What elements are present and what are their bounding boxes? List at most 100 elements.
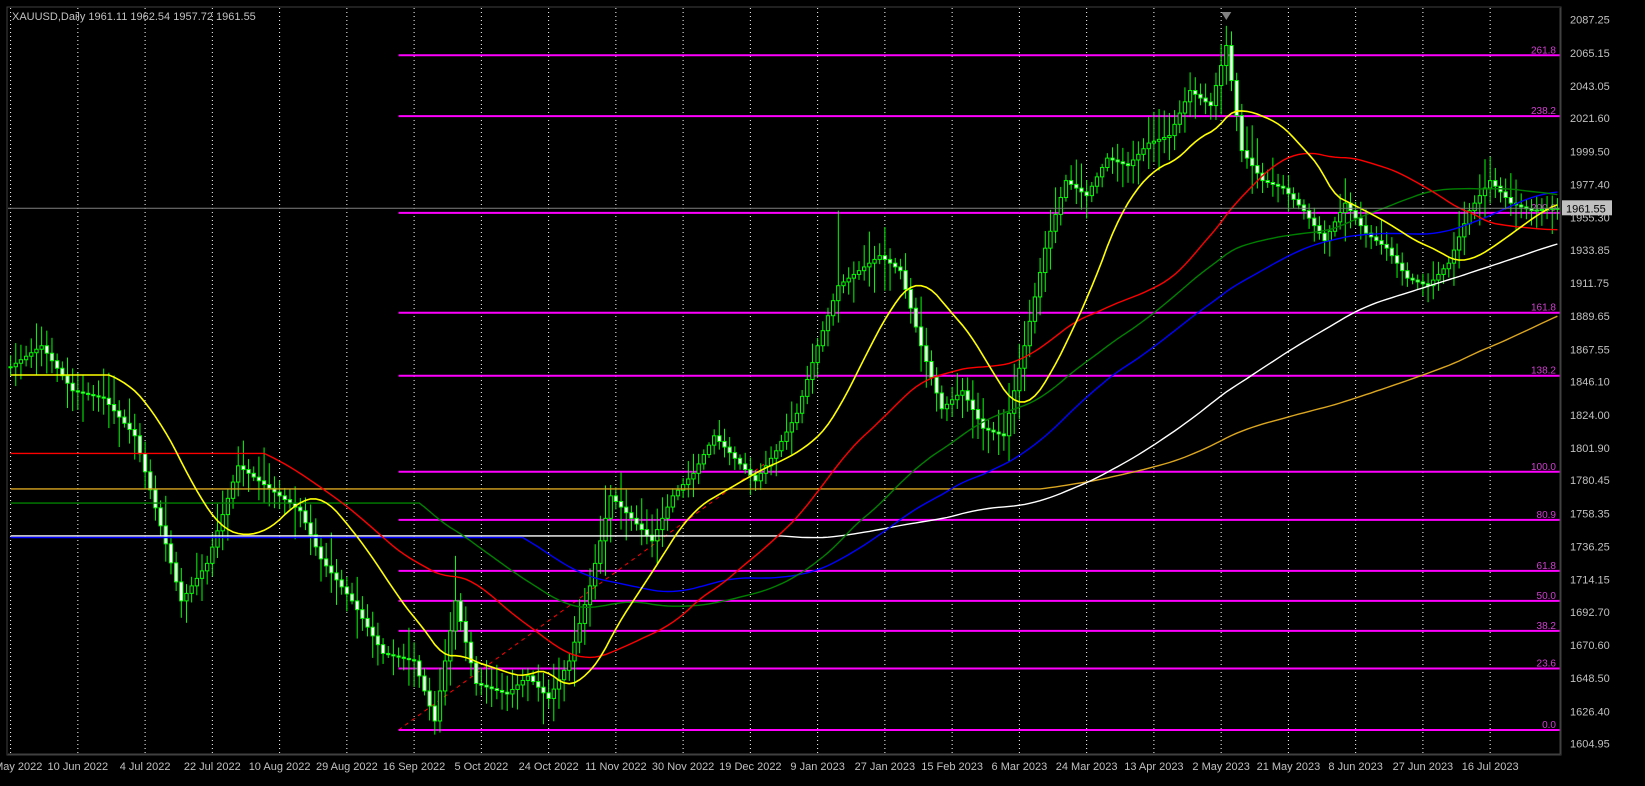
candle[interactable]: [1044, 248, 1047, 272]
candle[interactable]: [464, 622, 467, 643]
candle[interactable]: [169, 544, 172, 563]
candle[interactable]: [1338, 213, 1341, 222]
candle[interactable]: [190, 586, 193, 594]
candle[interactable]: [356, 601, 359, 610]
candle[interactable]: [728, 447, 731, 453]
candle[interactable]: [873, 259, 876, 263]
candle[interactable]: [982, 419, 985, 428]
candle[interactable]: [816, 346, 819, 363]
candle[interactable]: [1489, 181, 1492, 189]
candle[interactable]: [1380, 241, 1383, 245]
candle[interactable]: [128, 423, 131, 429]
candle[interactable]: [713, 436, 716, 445]
candle[interactable]: [562, 670, 565, 679]
candle[interactable]: [1437, 274, 1440, 280]
candle[interactable]: [976, 410, 979, 419]
candle[interactable]: [325, 559, 328, 566]
candle[interactable]: [821, 331, 824, 346]
candle[interactable]: [1121, 162, 1124, 164]
candle[interactable]: [531, 676, 534, 682]
candle[interactable]: [1245, 151, 1248, 159]
candle[interactable]: [1152, 141, 1155, 143]
candle[interactable]: [257, 477, 260, 481]
candle[interactable]: [754, 475, 757, 481]
candle[interactable]: [1085, 192, 1088, 196]
candle[interactable]: [1188, 91, 1191, 102]
candle[interactable]: [55, 361, 58, 369]
candle[interactable]: [335, 573, 338, 580]
candle[interactable]: [1064, 181, 1067, 198]
candle[interactable]: [371, 627, 374, 636]
candle[interactable]: [795, 413, 798, 422]
candle[interactable]: [1540, 209, 1543, 210]
candle[interactable]: [1132, 160, 1135, 166]
candle[interactable]: [506, 692, 509, 694]
candle[interactable]: [775, 451, 778, 459]
candle[interactable]: [1173, 124, 1176, 135]
candle[interactable]: [102, 397, 105, 398]
candle[interactable]: [50, 353, 53, 361]
candle[interactable]: [1271, 182, 1274, 184]
candle[interactable]: [206, 563, 209, 571]
candle[interactable]: [1395, 256, 1398, 264]
candle[interactable]: [242, 466, 245, 470]
candle[interactable]: [1204, 98, 1207, 102]
candle[interactable]: [392, 655, 395, 656]
candle[interactable]: [568, 661, 571, 670]
candle[interactable]: [878, 256, 881, 260]
candle[interactable]: [164, 526, 167, 544]
candle[interactable]: [143, 454, 146, 472]
candle[interactable]: [883, 256, 886, 260]
candle[interactable]: [350, 594, 353, 601]
candle[interactable]: [573, 642, 576, 661]
candle[interactable]: [226, 498, 229, 514]
candle[interactable]: [1199, 94, 1202, 98]
candle[interactable]: [1194, 91, 1197, 95]
candle[interactable]: [1251, 158, 1254, 166]
candle[interactable]: [1075, 184, 1078, 188]
candle[interactable]: [1137, 154, 1140, 160]
candle[interactable]: [66, 376, 69, 384]
candle[interactable]: [594, 563, 597, 586]
candle[interactable]: [149, 472, 152, 490]
candle[interactable]: [1209, 102, 1212, 106]
candle[interactable]: [1069, 181, 1072, 185]
candle[interactable]: [914, 308, 917, 327]
candle[interactable]: [1116, 160, 1119, 162]
candle[interactable]: [304, 511, 307, 523]
candle[interactable]: [888, 259, 891, 263]
candle[interactable]: [961, 391, 964, 396]
candle[interactable]: [666, 507, 669, 518]
candle[interactable]: [133, 430, 136, 436]
candle[interactable]: [919, 327, 922, 346]
candle[interactable]: [1002, 434, 1005, 436]
candle[interactable]: [1457, 237, 1460, 250]
candle[interactable]: [221, 515, 224, 531]
candle[interactable]: [1276, 184, 1279, 186]
candle[interactable]: [1106, 158, 1109, 167]
candle[interactable]: [402, 657, 405, 658]
candle[interactable]: [216, 531, 219, 547]
candle[interactable]: [945, 404, 948, 409]
candle[interactable]: [1442, 269, 1445, 275]
candle[interactable]: [604, 518, 607, 541]
candle[interactable]: [1183, 102, 1186, 113]
candle[interactable]: [1142, 149, 1145, 155]
candle[interactable]: [112, 405, 115, 411]
candle[interactable]: [211, 547, 214, 563]
candle[interactable]: [97, 396, 100, 397]
candle[interactable]: [718, 436, 721, 442]
candle[interactable]: [661, 518, 664, 529]
candle[interactable]: [1163, 137, 1166, 139]
candle[interactable]: [30, 353, 33, 357]
candle[interactable]: [387, 653, 390, 654]
candle[interactable]: [40, 346, 43, 350]
candle[interactable]: [806, 379, 809, 396]
candle[interactable]: [107, 398, 110, 404]
candle[interactable]: [1307, 211, 1310, 219]
candle[interactable]: [925, 346, 928, 362]
candle[interactable]: [511, 689, 514, 694]
candle[interactable]: [826, 316, 829, 331]
candle[interactable]: [1447, 263, 1450, 269]
candle[interactable]: [1364, 226, 1367, 234]
